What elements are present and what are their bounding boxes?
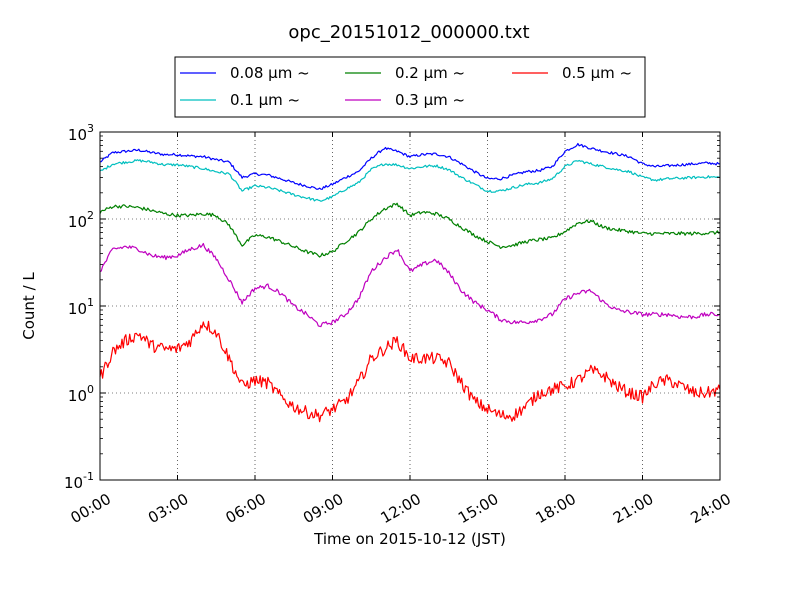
legend-box	[174, 56, 646, 118]
x-tick-labels: 00:00 03:00 06:00 09:00 12:00 15:00 18:00 21:00…	[68, 490, 734, 527]
y-tick-label: 10-1	[64, 470, 94, 492]
x-tick-label: 03:00	[145, 490, 191, 527]
x-tick-label: 12:00	[378, 490, 424, 527]
grid	[100, 132, 720, 480]
plot-area	[99, 131, 721, 481]
legend-label: 0.2 μm ~	[395, 64, 465, 82]
y-tick-labels: 10-1 100 101 102 103	[64, 122, 94, 492]
series-group	[99, 142, 721, 423]
x-tick-label: 06:00	[223, 490, 269, 527]
series-line	[99, 159, 721, 202]
legend-label: 0.08 μm ~	[230, 64, 310, 82]
legend-label: 0.1 μm ~	[230, 91, 300, 109]
y-tick-label: 103	[68, 122, 94, 144]
y-tick-label: 101	[68, 296, 94, 318]
series-line	[99, 202, 721, 258]
y-axis-label: Count / L	[20, 272, 38, 340]
x-tick-label: 09:00	[300, 490, 346, 527]
series-line	[99, 142, 721, 190]
x-tick-label: 15:00	[455, 490, 501, 527]
y-tick-label: 102	[68, 209, 94, 231]
x-axis-label: Time on 2015-10-12 (JST)	[313, 530, 506, 548]
series-line	[99, 320, 721, 423]
legend-label: 0.5 μm ~	[562, 64, 632, 82]
x-tick-label: 00:00	[68, 490, 114, 527]
legend: 0.08 μm ~ 0.1 μm ~ 0.2 μm ~ 0.3 μm ~ 0.5 μm …	[174, 56, 646, 118]
chart-title: opc_20151012_000000.txt	[288, 22, 529, 43]
x-tick-label: 18:00	[533, 490, 579, 527]
legend-label: 0.3 μm ~	[395, 91, 465, 109]
x-tick-label: 21:00	[610, 490, 656, 527]
x-tick-label: 24:00	[688, 490, 734, 527]
y-tick-label: 100	[68, 383, 94, 405]
axis-ticks	[99, 131, 721, 481]
series-line	[99, 242, 721, 328]
